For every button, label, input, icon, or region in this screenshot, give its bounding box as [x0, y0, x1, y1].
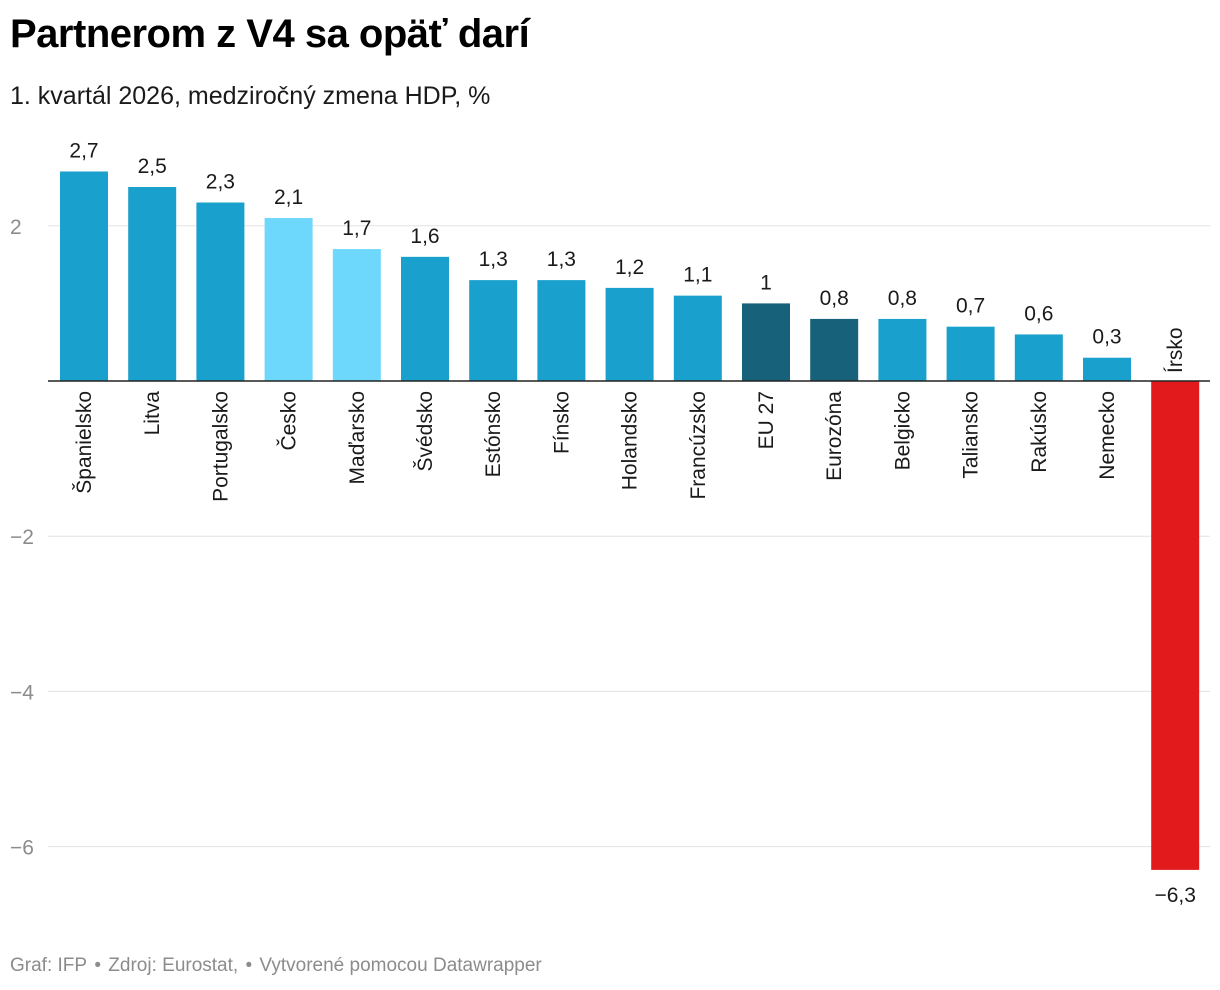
value-label: 0,8: [888, 287, 917, 310]
footer-separator: •: [89, 955, 107, 976]
chart-footer: Graf: IFP • Zdroj: Eurostat, • Vytvorené…: [10, 955, 544, 977]
value-label: 2,7: [69, 139, 98, 162]
category-label: Belgicko: [891, 391, 914, 470]
value-label: 2,5: [138, 155, 167, 178]
value-label: 0,3: [1092, 326, 1121, 349]
bar: [673, 295, 722, 381]
value-label: 0,6: [1024, 302, 1053, 325]
bar: [469, 280, 518, 381]
bar: [196, 202, 245, 381]
bar: [810, 318, 859, 381]
value-label: 2,3: [206, 171, 235, 194]
value-label: 0,7: [956, 295, 985, 318]
bar: [946, 326, 995, 381]
footer-source: Zdroj: Eurostat,: [108, 955, 239, 976]
value-label: 1,3: [479, 248, 508, 271]
category-label: Maďarsko: [346, 391, 369, 484]
value-label: 1,2: [615, 256, 644, 279]
category-label: Taliansko: [960, 391, 983, 479]
value-label: 1,6: [410, 225, 439, 248]
value-label: 1,1: [683, 264, 712, 287]
category-label: EU 27: [755, 391, 778, 449]
value-label: 1,3: [547, 248, 576, 271]
category-label: Rakúsko: [1028, 391, 1051, 473]
category-label: Holandsko: [619, 391, 642, 490]
footer-separator: •: [240, 955, 258, 976]
value-label: 2,1: [274, 186, 303, 209]
bar: [1083, 357, 1131, 381]
category-label: Švédsko: [414, 391, 437, 472]
value-label: 1: [760, 271, 772, 294]
category-label: Estónsko: [482, 391, 505, 477]
chart-title: Partnerom z V4 sa opäť darí: [10, 12, 530, 56]
bar: [605, 287, 654, 381]
y-tick-label: −2: [10, 526, 34, 549]
bar: [60, 171, 108, 381]
footer-made-with: Vytvorené pomocou Datawrapper: [259, 955, 542, 976]
category-label: Nemecko: [1096, 391, 1119, 480]
value-label: 0,8: [820, 287, 849, 310]
y-tick-label: −6: [10, 837, 34, 860]
bar: [878, 318, 927, 381]
bar: [332, 249, 381, 381]
category-label: Litva: [141, 391, 164, 436]
category-label: Eurozóna: [823, 391, 846, 481]
bar: [264, 218, 313, 381]
bar: [742, 303, 790, 381]
category-label: Fínsko: [550, 391, 573, 454]
bar: [1151, 381, 1200, 870]
bar: [537, 280, 586, 381]
y-tick-label: 2: [10, 216, 22, 239]
category-label: Francúzsko: [687, 391, 710, 500]
category-label: Írsko: [1164, 327, 1187, 373]
bar: [1014, 334, 1063, 381]
value-label: −6,3: [1154, 884, 1195, 907]
bar: [401, 256, 449, 381]
category-label: Česko: [278, 391, 301, 451]
chart-subtitle: 1. kvartál 2026, medziročný zmena HDP, %: [10, 82, 491, 110]
footer-graf: Graf: IFP: [10, 955, 88, 976]
category-label: Portugalsko: [209, 391, 232, 502]
category-label: Španielsko: [73, 391, 96, 494]
value-label: 1,7: [342, 217, 371, 240]
y-tick-label: −4: [10, 681, 34, 704]
bar: [128, 187, 177, 381]
